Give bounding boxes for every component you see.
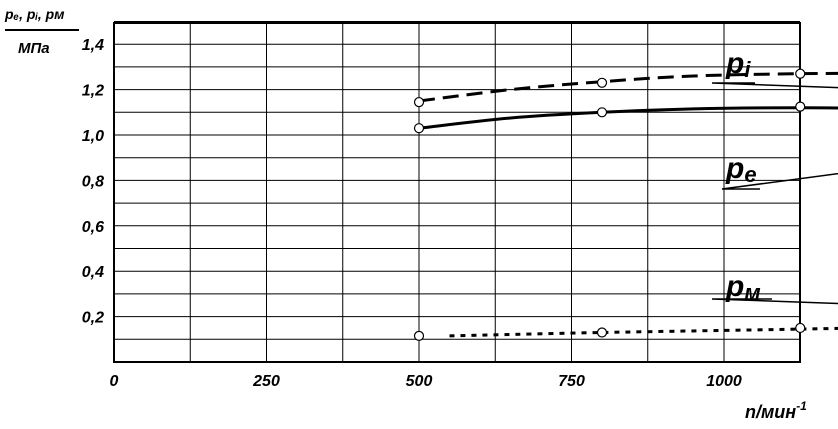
legend-label-main: p bbox=[725, 47, 744, 80]
series-p-i: pi bbox=[413, 47, 838, 108]
series-line bbox=[418, 106, 838, 130]
legend-label-main: p bbox=[725, 270, 744, 303]
y-tick-label: 0,4 bbox=[82, 264, 104, 281]
series-line bbox=[449, 326, 838, 338]
x-tick-label: 750 bbox=[558, 373, 585, 390]
legend-label: pм bbox=[725, 270, 761, 305]
y-axis-title: pₑ, pᵢ, pм bbox=[4, 6, 65, 22]
data-point bbox=[413, 330, 425, 341]
x-tick-label: 1000 bbox=[706, 373, 742, 390]
y-axis-unit: МПа bbox=[18, 40, 50, 57]
data-point bbox=[413, 123, 425, 134]
x-tick-label: 500 bbox=[406, 373, 433, 390]
legend-label-sub: e bbox=[744, 162, 756, 187]
data-point bbox=[795, 101, 806, 112]
data-point bbox=[596, 77, 608, 88]
y-tick-label: 1,4 bbox=[82, 37, 104, 54]
legend-leader-line bbox=[711, 82, 838, 89]
series-p-e: pe bbox=[413, 101, 838, 190]
data-point bbox=[413, 96, 425, 108]
data-point bbox=[795, 68, 806, 79]
x-axis-title: n/мин-1 bbox=[745, 399, 807, 422]
plot-frame bbox=[113, 22, 801, 363]
legend-label-sub: i bbox=[744, 57, 751, 82]
tick-labels: 0250500750100012501500175020000,20,40,60… bbox=[82, 37, 742, 390]
legend-label: pe bbox=[725, 152, 757, 187]
series-p-м: pм bbox=[413, 270, 838, 341]
data-point bbox=[596, 107, 608, 118]
x-tick-label: 250 bbox=[252, 373, 280, 390]
data-point bbox=[596, 327, 608, 338]
x-tick-label: 0 bbox=[110, 373, 119, 390]
legend-label: pi bbox=[725, 47, 751, 82]
legend-leader-line bbox=[721, 172, 838, 190]
y-tick-label: 1,0 bbox=[82, 128, 104, 145]
y-tick-label: 1,2 bbox=[82, 83, 104, 100]
y-tick-label: 0,6 bbox=[82, 219, 104, 236]
x-axis-title-main: n/мин bbox=[745, 402, 796, 422]
data-point bbox=[795, 322, 806, 334]
y-tick-label: 0,2 bbox=[82, 310, 104, 327]
x-axis-title-sup: -1 bbox=[796, 399, 807, 413]
y-tick-label: 0,8 bbox=[82, 173, 104, 190]
legend-leader-line bbox=[711, 298, 838, 305]
legend-label-sub: м bbox=[744, 280, 760, 305]
grid bbox=[113, 21, 801, 363]
legend-label-main: p bbox=[725, 152, 744, 185]
series-line bbox=[418, 71, 838, 103]
